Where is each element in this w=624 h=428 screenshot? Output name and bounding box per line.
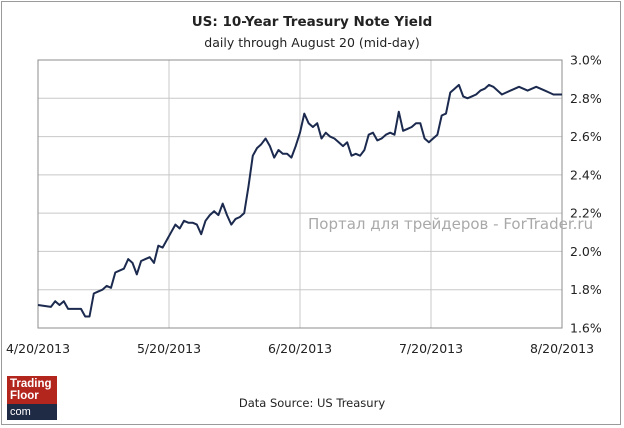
watermark-text: Портал для трейдеров - ForTrader.ru xyxy=(308,215,593,233)
chart-title: US: 10-Year Treasury Note Yield xyxy=(191,14,433,30)
tradingfloor-logo: Trading Floor com xyxy=(7,376,57,420)
y-tick-label: 2.4% xyxy=(570,167,602,182)
logo-line3: com xyxy=(7,404,57,420)
logo-line1: Trading xyxy=(10,378,52,390)
y-tick-label: 3.0% xyxy=(570,53,602,68)
x-axis-ticks: 4/20/2013 5/20/2013 6/20/2013 7/20/2013 8/20… xyxy=(6,341,594,356)
x-tick-label: 5/20/2013 xyxy=(137,341,201,356)
y-tick-label: 1.8% xyxy=(570,282,602,297)
x-tick-label: 4/20/2013 xyxy=(6,341,70,356)
y-tick-label: 2.0% xyxy=(570,244,602,259)
y-tick-label: 2.2% xyxy=(570,206,602,221)
x-tick-label: 8/20/2013 xyxy=(530,341,594,356)
logo-top: Trading Floor xyxy=(7,376,57,404)
plot-border xyxy=(37,59,563,329)
chart-subtitle: daily through August 20 (mid-day) xyxy=(204,35,420,50)
y-axis-ticks: 1.6% 1.8% 2.0% 2.2% 2.4% 2.6% 2.8% 3.0% xyxy=(570,53,602,336)
x-tick-label: 7/20/2013 xyxy=(399,341,463,356)
y-tick-label: 1.6% xyxy=(570,321,602,336)
logo-line2: Floor xyxy=(10,390,39,402)
y-tick-label: 2.6% xyxy=(570,129,602,144)
series-line-yield xyxy=(37,83,562,318)
x-tick-label: 6/20/2013 xyxy=(268,341,332,356)
y-tick-label: 2.8% xyxy=(570,91,602,106)
grid-lines xyxy=(37,59,563,329)
data-source: Data Source: US Treasury xyxy=(238,396,386,410)
